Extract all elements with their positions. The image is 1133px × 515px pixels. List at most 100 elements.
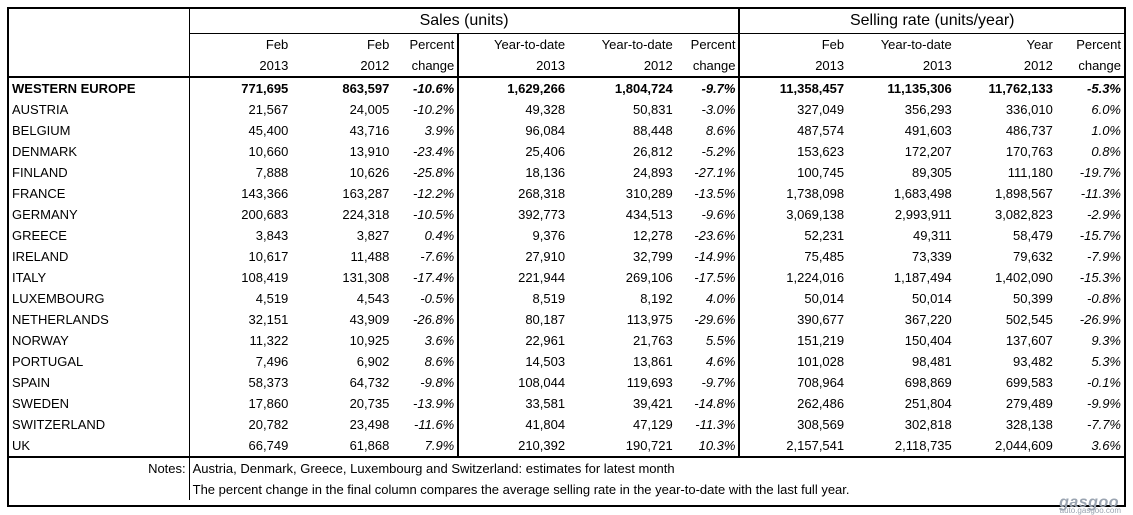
- value-cell: 58,373: [188, 372, 292, 393]
- value-cell: 210,392: [457, 435, 569, 457]
- table-row: UK 66,749 61,868 7.9% 210,392 190,721 10.3% 2,1…: [9, 435, 1124, 457]
- notes-spacer: [9, 479, 189, 500]
- country-cell: WESTERN EUROPE: [12, 80, 136, 96]
- notes-row-1: Notes: Austria, Denmark, Greece, Luxembo…: [9, 456, 1124, 479]
- value-cell: 73,339: [912, 248, 952, 264]
- value-cell: 367,220: [904, 311, 952, 327]
- value-cell: 98,481: [912, 353, 952, 369]
- value-cell: 268,318: [457, 183, 569, 204]
- country-cell: NORWAY: [12, 332, 69, 348]
- percent-cell: -5.2%: [701, 143, 736, 159]
- country-cell: BELGIUM: [12, 122, 71, 138]
- country-cell: SPAIN: [12, 374, 51, 390]
- country-cell: IRELAND: [12, 248, 69, 264]
- table-row: ITALY 108,419 131,308 -17.4% 221,944 269,106 -…: [9, 267, 1124, 288]
- column-header-bottom: change: [392, 55, 459, 78]
- value-cell: 1,804,724: [614, 80, 673, 96]
- percent-cell: -14.8%: [694, 395, 736, 411]
- value-cell: 137,607: [1005, 332, 1053, 348]
- value-cell: 4,543: [356, 290, 390, 306]
- country-cell: UK: [12, 437, 31, 453]
- percent-cell: 6.0%: [1091, 101, 1121, 117]
- rate-group-header: Selling rate (units/year): [738, 9, 1124, 34]
- percent-cell: 4.6%: [705, 353, 736, 369]
- value-cell: 3,827: [356, 227, 390, 243]
- percent-cell: -17.4%: [413, 269, 455, 285]
- value-cell: 771,695: [188, 77, 292, 99]
- value-cell: 100,745: [738, 162, 848, 183]
- value-cell: 1,629,266: [457, 77, 569, 99]
- value-cell: 49,328: [457, 99, 569, 120]
- value-cell: 699,583: [1005, 374, 1053, 390]
- table-row: SWEDEN 17,860 20,735 -13.9% 33,581 39,421 -14.…: [9, 393, 1124, 414]
- value-cell: 279,489: [1005, 395, 1053, 411]
- percent-cell: -9.8%: [420, 374, 455, 390]
- value-cell: 45,400: [188, 120, 292, 141]
- percent-cell: -5.3%: [1087, 80, 1121, 96]
- percent-cell: -11.3%: [1080, 185, 1121, 201]
- value-cell: 1,683,498: [893, 185, 952, 201]
- column-header-row-bottom: 2013 2012 change 2013 2012 change 2013 2013 2012…: [9, 55, 1124, 78]
- value-cell: 269,106: [625, 269, 673, 285]
- watermark-url: auto.gasgoo.com: [1059, 506, 1121, 515]
- percent-cell: -3.0%: [701, 101, 736, 117]
- value-cell: 66,749: [188, 435, 292, 457]
- value-cell: 151,219: [738, 330, 848, 351]
- column-header-bottom: 2012: [954, 55, 1056, 78]
- percent-cell: -0.1%: [1087, 374, 1121, 390]
- percent-cell: -26.8%: [413, 311, 455, 327]
- table-row: NORWAY 11,322 10,925 3.6% 22,961 21,763 5.5% 15…: [9, 330, 1124, 351]
- value-cell: 1,898,567: [994, 185, 1053, 201]
- value-cell: 328,138: [1005, 416, 1053, 432]
- country-cell: DENMARK: [12, 143, 78, 159]
- sales-group-header: Sales (units): [188, 9, 740, 34]
- percent-cell: -23.4%: [413, 143, 455, 159]
- value-cell: 111,180: [1007, 164, 1053, 180]
- value-cell: 3,069,138: [738, 204, 848, 225]
- value-cell: 10,925: [349, 332, 390, 348]
- value-cell: 20,735: [349, 395, 390, 411]
- value-cell: 8,519: [457, 288, 569, 309]
- value-cell: 41,804: [457, 414, 569, 435]
- column-header-bottom: 2012: [291, 55, 393, 78]
- value-cell: 251,804: [904, 395, 952, 411]
- country-cell: FINLAND: [12, 164, 68, 180]
- value-cell: 49,311: [912, 227, 952, 243]
- value-cell: 27,910: [457, 246, 569, 267]
- value-cell: 356,293: [904, 101, 952, 117]
- column-header-top: Percent: [409, 36, 455, 52]
- table-row: SPAIN 58,373 64,732 -9.8% 108,044 119,693 -9.7…: [9, 372, 1124, 393]
- value-cell: 50,014: [738, 288, 848, 309]
- percent-cell: -7.7%: [1087, 416, 1121, 432]
- value-cell: 113,975: [626, 311, 673, 327]
- country-cell: FRANCE: [12, 185, 66, 201]
- country-cell: NETHERLANDS: [12, 311, 109, 327]
- percent-cell: -26.9%: [1079, 311, 1121, 327]
- value-cell: 61,868: [349, 437, 390, 453]
- corner-cell: [9, 55, 190, 78]
- value-cell: 14,503: [457, 351, 569, 372]
- percent-cell: -19.7%: [1079, 164, 1121, 180]
- value-cell: 50,399: [1013, 290, 1053, 306]
- value-cell: 262,486: [738, 393, 848, 414]
- value-cell: 50,831: [632, 101, 673, 117]
- percent-cell: -10.6%: [413, 80, 455, 96]
- value-cell: 224,318: [342, 206, 390, 222]
- value-cell: 7,496: [188, 351, 292, 372]
- percent-cell: 4.0%: [705, 290, 736, 306]
- percent-cell: 1.0%: [1091, 122, 1121, 138]
- value-cell: 52,231: [738, 225, 848, 246]
- value-cell: 708,964: [738, 372, 848, 393]
- value-cell: 3,082,823: [994, 206, 1053, 222]
- percent-cell: -0.5%: [420, 290, 455, 306]
- table-row: NETHERLANDS 32,151 43,909 -26.8% 80,187 113,9…: [9, 309, 1124, 330]
- percent-cell: -11.3%: [695, 416, 736, 432]
- value-cell: 23,498: [349, 416, 390, 432]
- value-cell: 26,812: [632, 143, 673, 159]
- value-cell: 2,118,735: [894, 437, 952, 453]
- value-cell: 150,404: [904, 332, 952, 348]
- value-cell: 487,574: [738, 120, 848, 141]
- value-cell: 11,135,306: [887, 80, 952, 96]
- table-row: FRANCE 143,366 163,287 -12.2% 268,318 310,289…: [9, 183, 1124, 204]
- column-header-row-top: Feb Feb Percent Year-to-date Year-to-date Per…: [9, 33, 1124, 55]
